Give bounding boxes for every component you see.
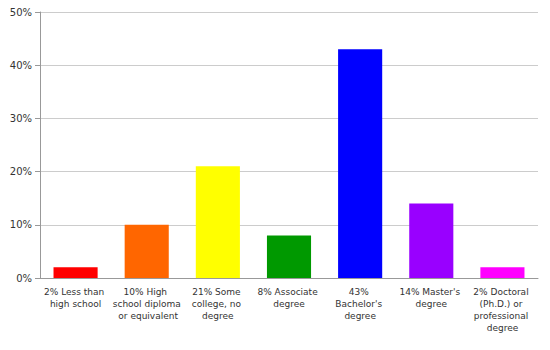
svg-text:40%: 40% (10, 60, 32, 71)
svg-text:degree: degree (273, 299, 305, 309)
svg-text:high school: high school (50, 299, 101, 309)
svg-text:10%: 10% (10, 219, 32, 230)
svg-text:0%: 0% (16, 273, 32, 284)
svg-text:2% Doctoral: 2% Doctoral (473, 287, 531, 297)
svg-text:or equivalent: or equivalent (115, 311, 178, 321)
svg-text:degree: degree (202, 311, 234, 321)
svg-text:college, no: college, no (192, 299, 244, 309)
svg-text:30%: 30% (10, 113, 32, 124)
svg-text:(Ph.D.) or: (Ph.D.) or (480, 299, 526, 309)
svg-text:10% High: 10% High (124, 287, 170, 297)
svg-text:degree: degree (487, 323, 519, 333)
svg-text:8% Associate: 8% Associate (257, 287, 320, 297)
svg-text:2% Less than: 2% Less than (44, 287, 107, 297)
svg-text:degree: degree (416, 299, 448, 309)
svg-text:50%: 50% (10, 7, 32, 18)
svg-text:degree: degree (344, 311, 376, 321)
svg-text:20%: 20% (10, 166, 32, 177)
svg-text:school diploma: school diploma (113, 299, 181, 309)
svg-text:Bachelor's: Bachelor's (335, 299, 385, 309)
svg-text:professional: professional (474, 311, 531, 321)
svg-text:21% Some: 21% Some (192, 287, 243, 297)
svg-text:43%: 43% (349, 287, 372, 297)
svg-text:14% Master's: 14% Master's (399, 287, 463, 297)
